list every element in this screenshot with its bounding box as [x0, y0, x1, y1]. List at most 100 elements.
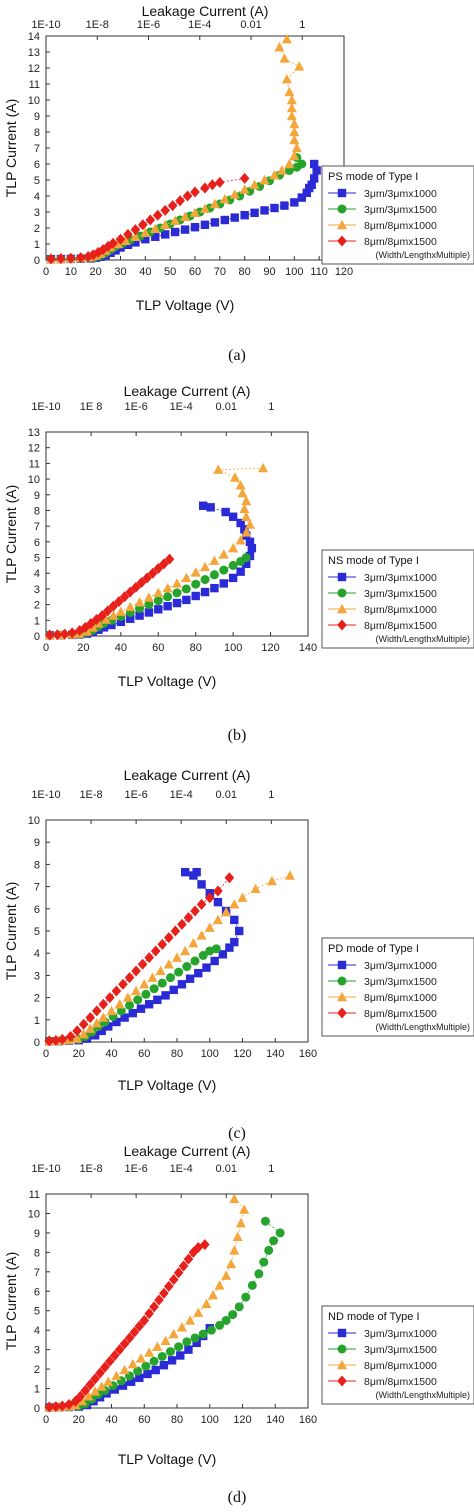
- data-point: [185, 1315, 196, 1325]
- data-point: [85, 1379, 96, 1391]
- data-point: [163, 601, 172, 611]
- data-point: [115, 233, 126, 245]
- top-tick-label: 1E-10: [31, 401, 60, 413]
- legend: PD mode of Type I 3μm/3μmx1000 3μm/3μmx150…: [321, 937, 474, 1037]
- series-3: [44, 1239, 210, 1413]
- legend-label: 3μm/3μmx1000: [364, 572, 437, 584]
- data-point: [237, 892, 248, 902]
- x-tick-label: 50: [164, 266, 176, 278]
- data-point: [241, 511, 252, 521]
- data-point: [209, 198, 220, 209]
- data-point: [209, 570, 219, 580]
- data-point: [141, 235, 150, 244]
- data-point: [153, 587, 164, 598]
- data-point: [98, 1012, 109, 1022]
- data-point: [183, 1253, 194, 1265]
- data-point: [83, 1391, 94, 1401]
- legend-label: 3μm/3μmx1500: [364, 1344, 437, 1356]
- x-tick-label: 20: [90, 266, 102, 278]
- legend: NS mode of Type I 3μm/3μmx1000 3μm/3μmx150…: [321, 549, 474, 649]
- data-point: [215, 1320, 225, 1330]
- y-tick-label: 6: [34, 904, 40, 916]
- series-line: [50, 38, 300, 260]
- legend-label: 3μm/3μmx1000: [364, 1328, 437, 1340]
- data-point: [302, 188, 311, 197]
- top-tick-label: 1E-10: [31, 789, 60, 801]
- data-point: [269, 170, 280, 180]
- data-point: [177, 918, 187, 930]
- data-point: [140, 227, 151, 237]
- data-point: [289, 150, 300, 161]
- data-point: [289, 126, 300, 137]
- top-tick-label: 1: [268, 1163, 274, 1175]
- data-point: [141, 989, 151, 999]
- data-point: [291, 142, 302, 153]
- data-point: [190, 223, 200, 232]
- data-point: [151, 1365, 160, 1375]
- data-point: [157, 1351, 167, 1361]
- data-point: [198, 950, 208, 960]
- data-point: [149, 984, 159, 994]
- legend-box: [321, 549, 474, 649]
- data-point: [77, 1395, 88, 1406]
- data-point: [135, 1373, 144, 1383]
- y-tick-label: 5: [34, 1306, 40, 1318]
- legend-marker: [337, 235, 347, 247]
- data-point: [215, 176, 225, 188]
- data-point: [67, 627, 77, 639]
- data-point: [160, 204, 170, 216]
- data-point: [177, 980, 187, 989]
- data-point: [307, 180, 316, 189]
- data-point: [204, 922, 215, 932]
- data-point: [241, 495, 252, 506]
- data-point: [124, 1332, 135, 1344]
- legend-label: 8μm/8μmx1500: [364, 620, 437, 632]
- y-tick-label: 6: [34, 159, 40, 171]
- data-point: [235, 535, 246, 545]
- legend-marker: [337, 1344, 347, 1354]
- data-point: [239, 172, 250, 184]
- data-point: [218, 950, 228, 959]
- y-tick-label: 14: [28, 31, 40, 43]
- data-point: [120, 235, 131, 245]
- data-point: [163, 592, 173, 602]
- data-point: [118, 978, 128, 990]
- x-tick-label: 140: [266, 1414, 284, 1426]
- x-tick-label: 100: [224, 642, 242, 654]
- data-point: [200, 561, 211, 572]
- y-tick-label: 3: [34, 970, 40, 982]
- data-point: [83, 250, 94, 262]
- data-point: [210, 583, 219, 593]
- data-point: [107, 620, 116, 630]
- data-point: [59, 628, 70, 640]
- series-line: [49, 875, 291, 1042]
- data-point: [229, 1193, 240, 1204]
- panel-caption: (a): [228, 347, 246, 364]
- data-point: [152, 1341, 163, 1351]
- data-point: [123, 228, 133, 240]
- data-point: [237, 488, 248, 498]
- data-point: [225, 943, 234, 952]
- y-tick-label: 1: [34, 615, 40, 627]
- series-3: [44, 553, 175, 641]
- data-point: [114, 999, 125, 1009]
- data-point: [211, 944, 221, 954]
- top-tick-label: 1E-4: [170, 1163, 193, 1175]
- data-point: [159, 1287, 169, 1299]
- data-point: [196, 930, 207, 940]
- y-axis-label: TLP Current (A): [3, 485, 19, 584]
- plot-frame: [45, 431, 309, 637]
- y-tick-label: 11: [29, 79, 40, 91]
- y-tick-label: 7: [34, 143, 40, 155]
- x-tick-label: 100: [285, 266, 303, 278]
- y-tick-label: 10: [28, 95, 40, 107]
- legend-marker: [337, 991, 347, 1002]
- data-point: [100, 614, 111, 624]
- legend-marker: [337, 1328, 347, 1338]
- data-point: [164, 553, 175, 565]
- data-point: [165, 1347, 175, 1357]
- data-point: [221, 1315, 231, 1325]
- data-point: [185, 974, 195, 983]
- data-point: [102, 605, 113, 617]
- data-point: [142, 572, 152, 584]
